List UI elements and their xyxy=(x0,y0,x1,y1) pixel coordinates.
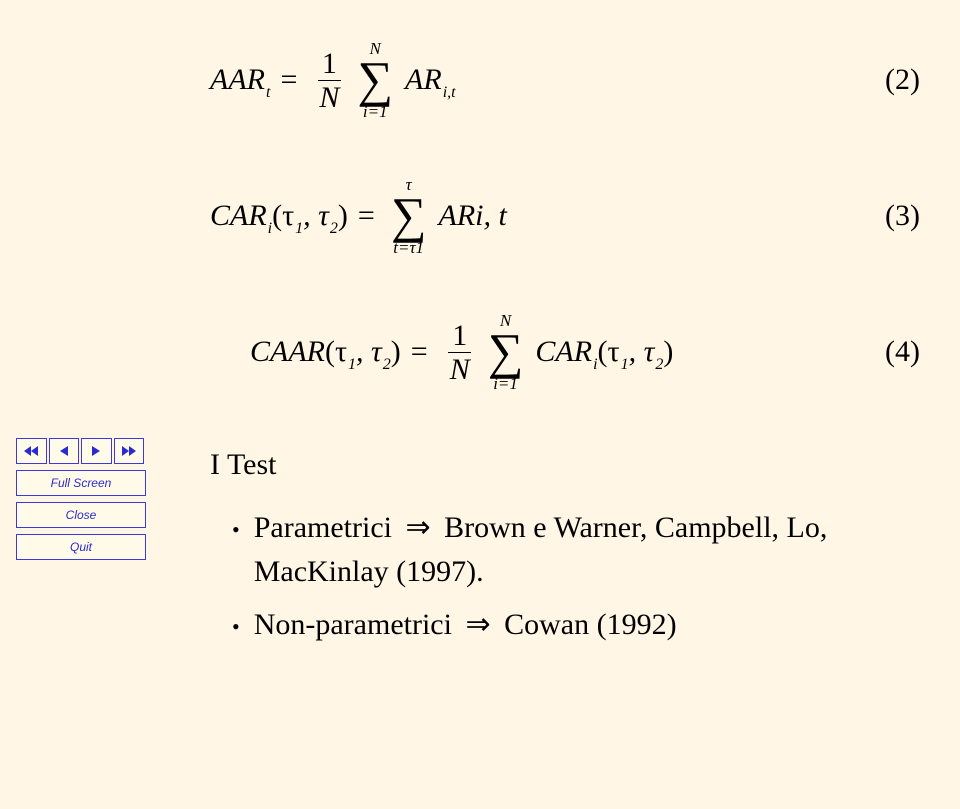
sigma-icon: ∑ xyxy=(391,195,427,235)
eq3-sum-lower: t=τ1 xyxy=(393,239,424,256)
nav-next-button[interactable] xyxy=(81,438,112,464)
eq3-lhs: CARi(τ1, τ2) xyxy=(210,199,348,233)
bullet-list: • Parametrici ⇒ Brown e Warner, Campbell… xyxy=(232,506,930,647)
eq4-fraction: 1 N xyxy=(446,319,474,386)
equation-3: CARi(τ1, τ2) = τ ∑ t=τ1 ARi, t xyxy=(210,176,507,256)
equation-2: AARt = 1 N N ∑ i=1 ARi,t xyxy=(210,40,456,120)
bullet-2-text: Non-parametrici ⇒ Cowan (1992) xyxy=(254,603,677,647)
eq4-frac-den: N xyxy=(446,353,474,386)
bullet-dot-icon: • xyxy=(232,514,240,593)
equals-sign: = xyxy=(358,199,375,233)
eq4-lhs: CAAR(τ1, τ2) xyxy=(250,335,401,369)
nav-last-button[interactable] xyxy=(114,438,145,464)
eq3-sum: τ ∑ t=τ1 xyxy=(391,176,427,256)
quit-button[interactable]: Quit xyxy=(16,534,146,560)
eq2-sum: N ∑ i=1 xyxy=(357,40,393,120)
bullet-item-1: • Parametrici ⇒ Brown e Warner, Campbell… xyxy=(232,506,930,593)
eq4-term: CARi(τ1, τ2) xyxy=(535,335,673,369)
eq2-lhs: AARt xyxy=(210,63,270,97)
bullet-dot-icon: • xyxy=(232,611,240,647)
section-heading: I Test xyxy=(210,448,930,482)
close-button[interactable]: Close xyxy=(16,502,146,528)
nav-button-row xyxy=(16,438,144,464)
forward-last-icon xyxy=(122,446,136,456)
eq2-frac-num: 1 xyxy=(318,47,341,81)
equation-2-number: (2) xyxy=(885,63,930,97)
eq2-fraction: 1 N xyxy=(315,47,343,114)
prev-icon xyxy=(59,446,69,456)
rewind-first-icon xyxy=(24,446,38,456)
bullet-item-2: • Non-parametrici ⇒ Cowan (1992) xyxy=(232,603,930,647)
sigma-icon: ∑ xyxy=(357,59,393,99)
equals-sign: = xyxy=(411,335,428,369)
eq2-sum-lower: i=1 xyxy=(363,103,388,120)
sidebar-nav: Full Screen Close Quit xyxy=(16,438,144,566)
fullscreen-button[interactable]: Full Screen xyxy=(16,470,146,496)
eq3-term: ARi, t xyxy=(439,199,507,233)
equation-4-number: (4) xyxy=(885,335,930,369)
eq4-sum: N ∑ i=1 xyxy=(488,312,524,392)
equation-4-row: CAAR(τ1, τ2) = 1 N N ∑ i=1 CARi(τ1, τ2) … xyxy=(210,312,930,392)
equation-3-number: (3) xyxy=(885,199,930,233)
equation-4: CAAR(τ1, τ2) = 1 N N ∑ i=1 CARi(τ1, τ2) xyxy=(250,312,673,392)
eq2-term: ARi,t xyxy=(405,63,456,97)
main-content: AARt = 1 N N ∑ i=1 ARi,t (2) CARi(τ1, τ2… xyxy=(210,20,930,657)
nav-prev-button[interactable] xyxy=(49,438,80,464)
nav-first-button[interactable] xyxy=(16,438,47,464)
sigma-icon: ∑ xyxy=(488,331,524,371)
equation-2-row: AARt = 1 N N ∑ i=1 ARi,t (2) xyxy=(210,40,930,120)
eq2-frac-den: N xyxy=(315,81,343,114)
eq4-sum-lower: i=1 xyxy=(493,375,518,392)
eq4-frac-num: 1 xyxy=(448,319,471,353)
bullet-1-text: Parametrici ⇒ Brown e Warner, Campbell, … xyxy=(254,506,930,593)
equation-3-row: CARi(τ1, τ2) = τ ∑ t=τ1 ARi, t (3) xyxy=(210,176,930,256)
next-icon xyxy=(91,446,101,456)
equals-sign: = xyxy=(280,63,297,97)
